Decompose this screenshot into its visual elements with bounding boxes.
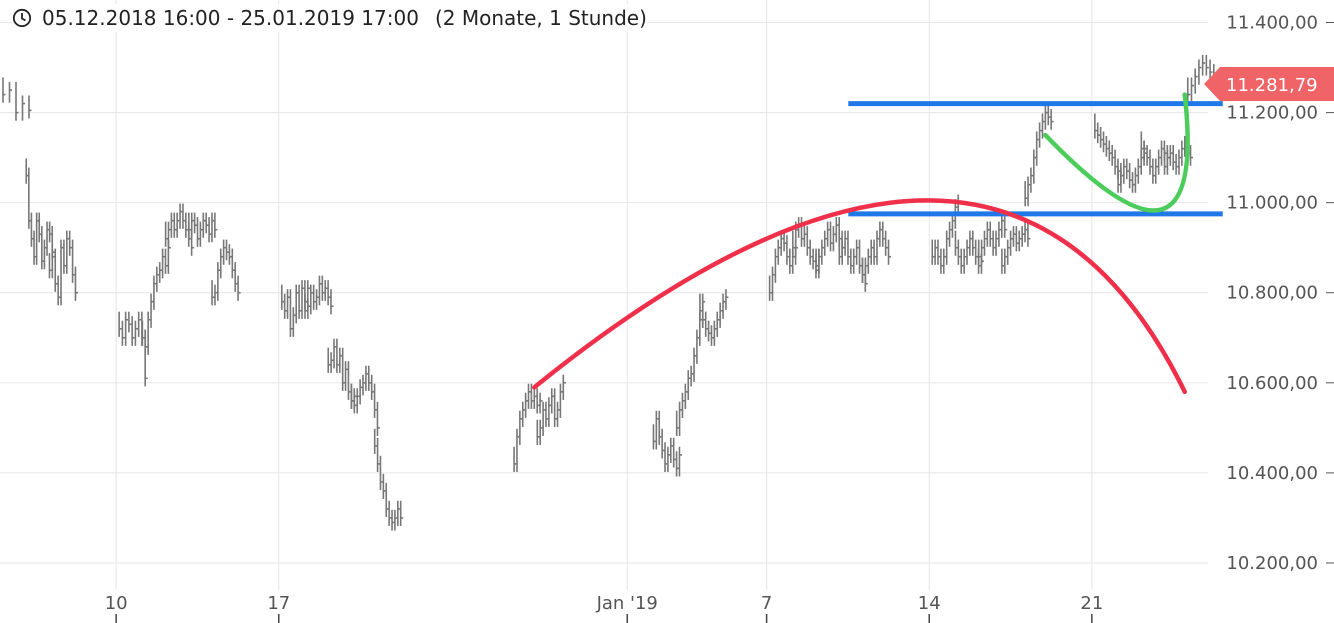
- x-tick-label: Jan '19: [596, 593, 658, 614]
- y-tick-label: 11.200,00: [1226, 103, 1318, 124]
- axes: 11.400,00 11.200,00 11.000,00 10.800,00 10.6…: [105, 13, 1334, 623]
- x-tick-label: 10: [105, 593, 128, 614]
- y-tick-label: 10.600,00: [1226, 373, 1318, 394]
- arc-up-curve: [1043, 92, 1190, 213]
- y-tick-label: 11.000,00: [1226, 193, 1318, 214]
- arc-down-curve: [532, 198, 1188, 395]
- grid: [0, 0, 1208, 590]
- y-tick-label: 10.200,00: [1226, 553, 1318, 574]
- time-range-label: 05.12.2018 16:00 - 25.01.2019 17:00: [42, 6, 419, 30]
- y-tick-label: 10.400,00: [1226, 463, 1318, 484]
- chart-header: 05.12.2018 16:00 - 25.01.2019 17:00 (2 M…: [12, 4, 647, 32]
- y-tick-label: 10.800,00: [1226, 283, 1318, 304]
- price-bars: [2, 54, 1217, 531]
- clock-icon: [12, 8, 32, 28]
- x-tick-label: 21: [1080, 593, 1103, 614]
- period-label: (2 Monate, 1 Stunde): [434, 6, 647, 30]
- last-price-label: 11.281,79: [1204, 67, 1334, 101]
- y-tick-label: 11.400,00: [1226, 13, 1318, 34]
- x-tick-label: 7: [761, 593, 772, 614]
- annotations: [532, 92, 1223, 395]
- x-tick-label: 17: [267, 593, 290, 614]
- last-price-value: 11.281,79: [1226, 75, 1318, 96]
- x-tick-label: 14: [918, 593, 941, 614]
- last-price-tag: [1204, 67, 1334, 101]
